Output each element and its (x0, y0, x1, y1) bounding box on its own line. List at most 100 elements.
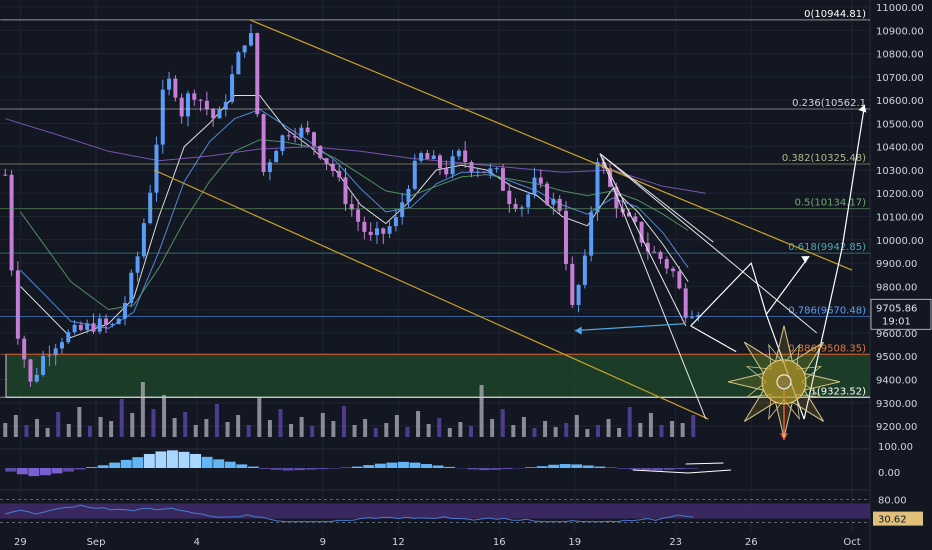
candle-body (34, 374, 39, 382)
candle-body (494, 168, 499, 170)
support-zone-layer (5, 353, 870, 398)
macd-bar (132, 457, 144, 468)
macd-bar (51, 468, 63, 474)
macd-bar (628, 468, 640, 470)
arrowhead-support (574, 326, 582, 335)
volume-bar (416, 411, 421, 437)
macd-bar (501, 468, 513, 470)
candle-body (488, 168, 493, 173)
candle-body (53, 348, 58, 356)
volume-bar (35, 419, 40, 437)
support-arrow (574, 323, 686, 332)
macd-bar (351, 466, 363, 468)
y-tick-label: 9500.00 (876, 352, 917, 363)
macd-bar (478, 468, 490, 471)
candle-body (230, 74, 235, 102)
x-tick-label: 19 (568, 537, 581, 548)
candle-body (28, 359, 33, 382)
volume-bar (162, 395, 167, 437)
fib-label: 0.382(10325.48) (782, 153, 866, 164)
volume-bar (627, 407, 632, 437)
candle-body (652, 251, 657, 253)
target-center (776, 374, 792, 390)
candle-body (545, 183, 550, 205)
candle-body (148, 192, 153, 224)
candle-body (538, 177, 543, 184)
volume-bar (670, 421, 675, 437)
triangle-internal-top (599, 153, 714, 243)
macd-bar (109, 462, 121, 468)
y-tick-label: 10200.00 (876, 189, 924, 200)
volume-bar (585, 429, 590, 437)
candle-body (318, 145, 323, 159)
volume-bar (77, 407, 82, 437)
volume-bar (680, 423, 685, 437)
candle-body (601, 162, 606, 169)
macd-bar (525, 467, 536, 468)
projection-up (803, 104, 866, 420)
volume-bar (363, 419, 368, 437)
volume-bar (299, 417, 304, 437)
fib-label: 0.618(9942.85) (788, 242, 866, 253)
macd-bar (397, 461, 409, 468)
macd-bar (594, 466, 606, 468)
candle-body (431, 155, 436, 160)
candle-body (614, 186, 619, 209)
volume-bar (225, 422, 230, 437)
drawings-layer (153, 19, 867, 440)
candle-body (110, 324, 115, 326)
macd-bar (305, 468, 317, 470)
candle-body (349, 204, 354, 210)
candle-body (129, 272, 134, 303)
channel-upper-line (249, 19, 853, 271)
macd-bar (294, 468, 305, 471)
macd-bar (686, 468, 698, 469)
macd-tick-label: 100.00 (878, 442, 913, 453)
candle-body (576, 284, 581, 305)
volume-bar (511, 425, 516, 437)
volume-bar (691, 415, 696, 437)
macd-bar (97, 465, 109, 468)
y-tick-label: 9600.00 (876, 329, 917, 340)
fib-label: 0.236(10562.1 (792, 98, 866, 109)
volume-bar (183, 412, 188, 437)
volume-bar (500, 409, 505, 437)
x-tick-label: Oct (843, 537, 860, 548)
candle-body (469, 162, 474, 173)
macd-bar (236, 464, 248, 468)
candle-body (400, 202, 405, 218)
macd-bar (178, 451, 190, 468)
candle-body (22, 338, 27, 360)
macd-bar (617, 468, 629, 469)
candle-body (330, 163, 335, 171)
macd-pane (5, 450, 732, 477)
candle-body (274, 151, 279, 163)
macd-bar (363, 465, 375, 468)
candle-body (393, 217, 398, 227)
candle-body (299, 127, 304, 138)
macd-bar (16, 468, 28, 475)
candle-body (204, 100, 209, 110)
candle-body (179, 97, 184, 117)
macd-bar (640, 468, 652, 471)
candle-body (66, 332, 71, 343)
candle-body (72, 324, 77, 333)
macd-bar (536, 466, 548, 468)
support-zone (6, 354, 870, 398)
arrowhead-zigzag (801, 256, 810, 264)
macd-arrow-line (685, 462, 724, 465)
y-tick-label: 10500.00 (876, 119, 924, 130)
macd-bar (259, 468, 271, 469)
candle-body (3, 174, 8, 176)
macd-bar (374, 463, 386, 468)
macd-bar (328, 468, 340, 469)
triangle-upper-line (599, 153, 818, 334)
volume-bar (119, 399, 124, 437)
volume-bar (394, 415, 399, 437)
candle-body (305, 127, 310, 133)
macd-bar (166, 450, 178, 468)
candle-body (211, 109, 216, 119)
candle-body (356, 209, 361, 222)
